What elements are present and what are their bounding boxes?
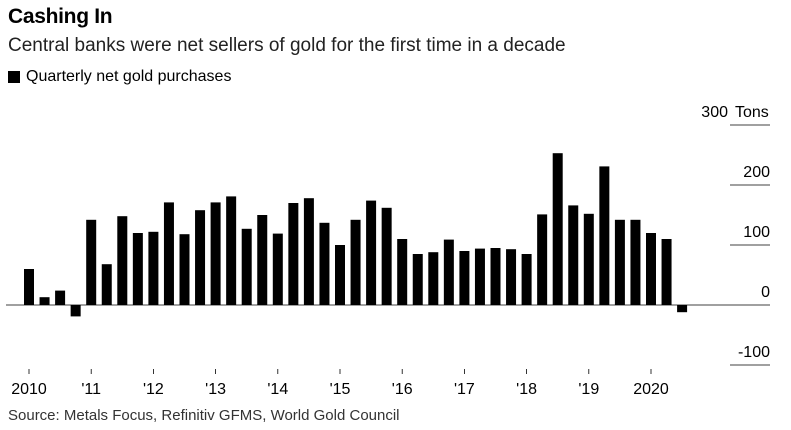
x-tick-label: '13 xyxy=(205,381,226,398)
bar xyxy=(677,305,688,313)
x-tick-label: '14 xyxy=(267,381,288,398)
bar-chart: 300 Tons 200 100 0 -100 2010 '11 '12 '13 '14 '15 '1… xyxy=(6,104,770,398)
bar xyxy=(163,202,174,305)
x-tick-label: 2020 xyxy=(633,381,669,398)
bar xyxy=(583,213,594,305)
x-tick-label: '16 xyxy=(392,381,413,398)
y-tick-label: -100 xyxy=(738,344,770,361)
bar xyxy=(490,248,501,305)
legend: Quarterly net gold purchases xyxy=(8,68,231,86)
x-tick-label: 2010 xyxy=(11,381,47,398)
bar xyxy=(521,254,532,305)
bar xyxy=(226,196,237,305)
chart-subtitle: Central banks were net sellers of gold f… xyxy=(8,35,566,56)
bar xyxy=(646,233,656,305)
bar xyxy=(537,214,548,305)
bar xyxy=(474,248,485,305)
legend-label: Quarterly net gold purchases xyxy=(26,68,232,85)
bar xyxy=(210,202,221,305)
y-axis-unit: Tons xyxy=(735,104,769,121)
bar xyxy=(241,228,252,305)
chart-title: Cashing In xyxy=(8,5,113,28)
y-tick-label: 300 xyxy=(701,104,728,121)
bar xyxy=(257,215,268,305)
bar xyxy=(39,297,50,305)
bar xyxy=(132,233,143,305)
bar xyxy=(506,249,517,305)
bar xyxy=(101,264,112,305)
y-tick-label: 0 xyxy=(761,284,770,301)
bar xyxy=(661,239,672,305)
bar xyxy=(24,269,34,305)
bar xyxy=(86,219,97,305)
bar xyxy=(272,233,283,305)
bar xyxy=(335,245,345,305)
bar xyxy=(630,219,641,305)
bar xyxy=(397,239,408,305)
x-tick-label: '19 xyxy=(578,381,599,398)
bar xyxy=(428,252,439,305)
bar xyxy=(319,222,330,305)
bar xyxy=(288,203,299,305)
bar xyxy=(459,251,470,305)
bar xyxy=(179,234,190,305)
y-tick-label: 100 xyxy=(743,224,770,241)
bar xyxy=(117,216,128,305)
bar xyxy=(366,200,377,305)
bar xyxy=(70,305,81,317)
bar xyxy=(303,198,314,305)
bar xyxy=(55,290,66,305)
x-tick-label: '12 xyxy=(143,381,164,398)
x-axis-ticks: 2010 '11 '12 '13 '14 '15 '16 '17 '18 '19 2020 xyxy=(11,369,669,398)
x-tick-label: '11 xyxy=(81,381,101,398)
x-tick-label: '17 xyxy=(454,381,475,398)
y-axis-ticks: 300 Tons 200 100 0 -100 xyxy=(701,104,770,361)
bar xyxy=(350,219,361,305)
bar xyxy=(552,153,563,305)
bar xyxy=(614,219,625,305)
bar xyxy=(381,207,392,305)
bar xyxy=(412,254,423,305)
x-tick-label: '18 xyxy=(516,381,537,398)
bar xyxy=(443,239,454,305)
source-note: Source: Metals Focus, Refinitiv GFMS, Wo… xyxy=(8,407,400,424)
bar xyxy=(148,231,159,305)
legend-swatch xyxy=(8,71,20,83)
bar xyxy=(599,166,610,305)
x-tick-label: '15 xyxy=(330,381,351,398)
bars xyxy=(24,153,688,317)
bar xyxy=(195,210,206,305)
bar xyxy=(568,205,579,305)
y-tick-label: 200 xyxy=(743,164,770,181)
